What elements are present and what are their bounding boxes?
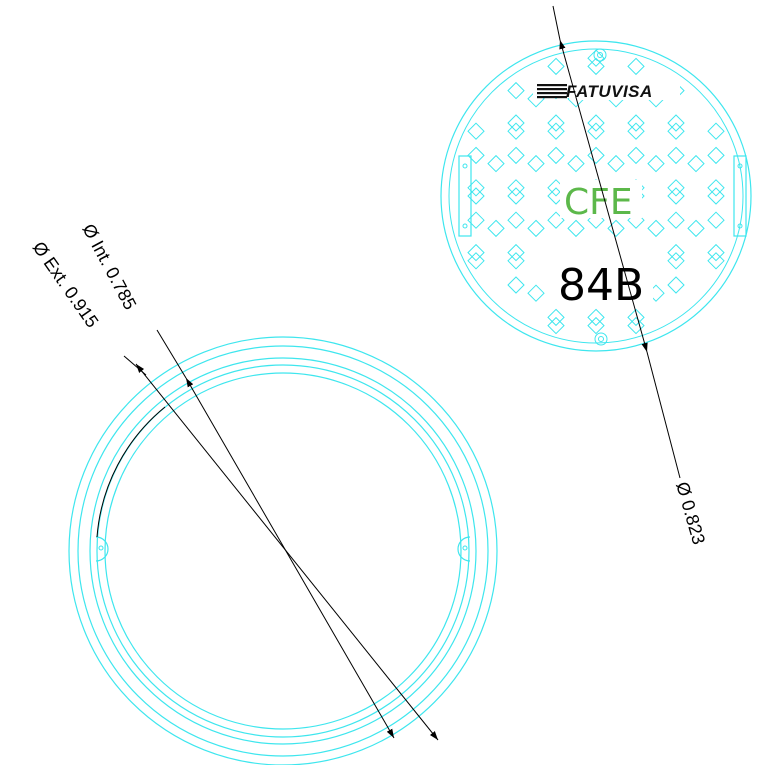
cover-diamond [707, 243, 725, 262]
cover-diamond [647, 154, 665, 173]
ext-dimension-line [135, 363, 439, 741]
cover-diamond [467, 252, 485, 270]
cover-diamond [507, 211, 525, 229]
cover-model-code: 84B [558, 260, 644, 311]
cover-diamond [627, 146, 645, 165]
cover-diamond [667, 146, 685, 165]
cover-diamond [527, 154, 545, 173]
cover-diamond [647, 219, 665, 238]
int-leader-line [156, 329, 187, 379]
cover-diamond [527, 284, 545, 302]
cover-diamond [467, 146, 485, 165]
cover-diamond [507, 81, 525, 100]
cover-diamond [667, 252, 685, 270]
cover-leader-line [646, 351, 681, 479]
cover-diamond [687, 219, 705, 238]
cover-lift-hole-top [593, 48, 607, 62]
cover-diamond [507, 252, 525, 270]
cover-diamond [567, 154, 585, 173]
cover-handle-right [733, 155, 747, 237]
cover-diamond [487, 219, 505, 238]
cover-diamond [467, 243, 485, 262]
cover-diamond [507, 146, 525, 165]
cover-diamond [507, 179, 525, 197]
cover-diamond [627, 57, 645, 76]
cover-diamond [667, 243, 685, 262]
cover-diamond [547, 57, 565, 76]
brand-name: FATUVISA [566, 82, 653, 101]
brand-logo: FATUVISA [533, 80, 680, 101]
cover-diamond [707, 179, 725, 197]
frame-notch-left-hole [98, 545, 104, 551]
cover-diamond [707, 252, 725, 270]
cover-diamond [707, 211, 725, 229]
cover-diamond [507, 114, 525, 132]
cover-diamond [707, 187, 725, 205]
cover-diamond [467, 211, 485, 229]
cover-lift-hole-top-inner [597, 52, 603, 58]
cover-handle-right-hole-bottom [737, 223, 743, 229]
cover-diamond [467, 122, 485, 140]
frame-ring-2 [77, 345, 489, 757]
cover-diamond [547, 146, 565, 165]
cover-dimension-line [559, 39, 648, 353]
cover-handle-right-hole-top [737, 163, 743, 169]
cover-diamond [507, 122, 525, 140]
utility-name: CFE [564, 182, 633, 223]
frame-notch-left [95, 536, 109, 562]
frame-ring-4 [96, 364, 470, 738]
cover-handle-left-hole-bottom [462, 223, 468, 229]
frame-inner-ring [104, 372, 462, 730]
cover-diamond [687, 154, 705, 173]
cover-handle-left [458, 155, 472, 237]
frame-outer-ring [68, 336, 498, 765]
cover-diameter-label: Ø 0.823 [672, 480, 709, 547]
cover-diamond [667, 122, 685, 140]
cover-handle-left-hole-top [462, 163, 468, 169]
int-dimension-line [185, 377, 395, 739]
cover-diamond [527, 219, 545, 238]
cover-drawing: FATUVISA CFE 84B Ø 0.823 [440, 5, 752, 547]
cover-diamond [507, 276, 525, 294]
cover-diamond [607, 154, 625, 173]
cover-diamond [667, 187, 685, 205]
cover-diamond [667, 211, 685, 229]
cover-extension-top [552, 5, 561, 41]
cover-diamond [487, 154, 505, 173]
frame-notch-right-hole [462, 545, 468, 551]
cover-diamond [667, 114, 685, 132]
cover-diamond [707, 122, 725, 140]
cover-diamond [507, 187, 525, 205]
frame-notch-right [457, 536, 471, 562]
cover-diamond [507, 243, 525, 262]
cover-diamond [667, 276, 685, 294]
frame-ring-3 [89, 357, 477, 745]
cover-diamond [707, 146, 725, 165]
frame-drawing: Ø Int. 0.785 Ø Ext. 0.915 [29, 220, 498, 765]
cover-diamond [667, 179, 685, 197]
cover-lift-hole-bottom-inner [598, 336, 604, 342]
